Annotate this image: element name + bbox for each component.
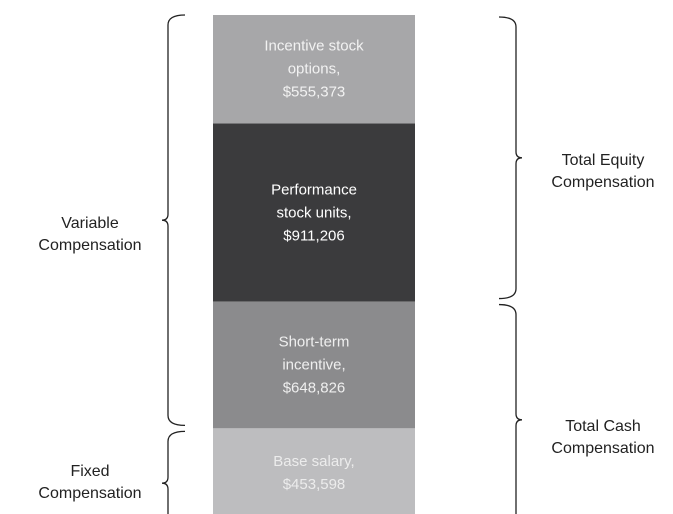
value-label: $453,598 bbox=[282, 475, 346, 493]
value-label: $911,206 bbox=[283, 227, 345, 245]
segment-name: Base salary, bbox=[273, 452, 355, 470]
segment bbox=[213, 301, 415, 429]
segment-name: Performance stock units, bbox=[271, 181, 357, 222]
bracket-label: Variable Compensation bbox=[38, 215, 142, 254]
bracket bbox=[161, 430, 186, 514]
segment-label: Base salary, $453,598 bbox=[252, 450, 376, 496]
bracket bbox=[161, 14, 186, 427]
bracket-label: Total Equity Compensation bbox=[551, 152, 655, 191]
bracket-label: Fixed Compensation bbox=[38, 463, 142, 502]
segment bbox=[213, 428, 415, 514]
segment-label: Short-term incentive, $648,826 bbox=[252, 330, 376, 399]
value-label: $555,373 bbox=[282, 83, 346, 101]
bracket bbox=[498, 16, 523, 300]
segment bbox=[213, 123, 415, 302]
bracket-label: Total Cash Compensation bbox=[551, 418, 655, 457]
segment-name: Short-term incentive, bbox=[278, 333, 350, 374]
segment bbox=[213, 15, 415, 124]
segment-label: Incentive stock options, $555,373 bbox=[252, 35, 376, 104]
segment-name: Incentive stock options, bbox=[264, 37, 364, 78]
value-label: $648,826 bbox=[282, 379, 346, 397]
segment-label: Performance stock units, $911,206 bbox=[252, 178, 376, 247]
bracket bbox=[498, 303, 523, 514]
